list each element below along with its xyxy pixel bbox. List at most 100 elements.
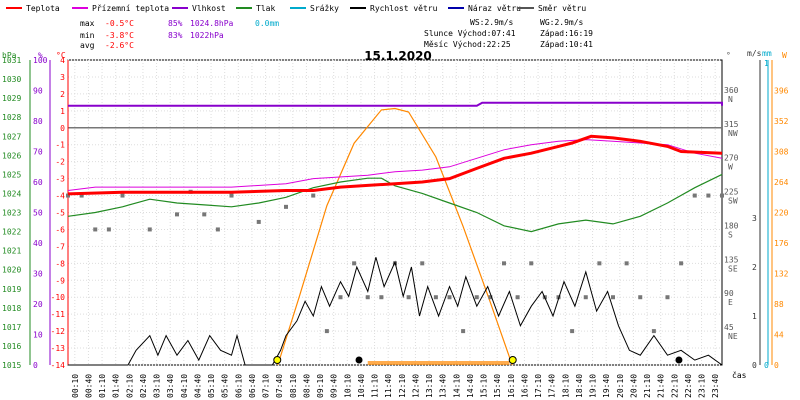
tick-sun: 44 [774, 331, 784, 340]
tick-hpa: 1026 [2, 151, 21, 160]
wind-direction-point [651, 329, 656, 334]
x-tick-label: 22:40 [684, 374, 693, 398]
series-pressure [67, 173, 723, 233]
tick-temp: -9 [55, 276, 65, 285]
stats-rain: 0.0mm [255, 19, 279, 28]
x-tick-label: 16:40 [520, 374, 529, 398]
x-tick-label: 01:10 [98, 374, 107, 398]
tick-temp: -2 [55, 158, 65, 167]
wind-direction-point [365, 295, 370, 300]
tick-dir-deg: 45 [724, 323, 734, 332]
wind-direction-point [311, 193, 316, 198]
x-tick-label: 06:10 [234, 374, 243, 398]
x-tick-label: 09:40 [330, 374, 339, 398]
wind-direction-point [692, 193, 697, 198]
tick-sun: 132 [774, 270, 789, 279]
tick-hpa: 1015 [2, 361, 21, 370]
wind-direction-point [474, 295, 479, 300]
tick-pct: 30 [33, 270, 43, 279]
legend-label: Teplota [26, 4, 60, 13]
tick-hpa: 1029 [2, 94, 21, 103]
stats-label: min [80, 31, 95, 40]
wind-direction-point [515, 295, 520, 300]
wind-direction-point [611, 295, 615, 300]
x-tick-label: 23:40 [711, 374, 720, 398]
tick-temp: -7 [55, 242, 65, 251]
series-ground-temperature [67, 139, 723, 191]
tick-sun: 88 [774, 300, 784, 309]
stats-press: 1022hPa [190, 31, 224, 40]
tick-mm: 1 [764, 59, 769, 68]
wind-direction-point [66, 193, 70, 198]
wind-direction-point [106, 227, 111, 232]
tick-pct: 40 [33, 239, 43, 248]
wind-direction-point [256, 219, 261, 224]
x-tick-label: 21:10 [643, 374, 652, 398]
info-moon-set: Západ:10:41 [540, 40, 593, 49]
x-tick-label: 13:10 [425, 374, 434, 398]
tick-pct: 100 [33, 56, 48, 65]
tick-temp: 1 [60, 107, 65, 116]
x-tick-label: 05:40 [221, 374, 230, 398]
legend-label: Náraz větru [468, 4, 521, 13]
wind-direction-point [502, 261, 506, 266]
x-tick-label: 15:10 [480, 374, 489, 398]
tick-hpa: 1024 [2, 189, 21, 198]
wind-direction-point [597, 261, 602, 266]
tick-dir-card: NW [728, 129, 738, 138]
x-tick-label: 11:40 [384, 374, 393, 398]
axis-label-hpa: hPa [2, 51, 17, 60]
tick-hpa: 1027 [2, 132, 21, 141]
tick-dir-card: N [728, 95, 733, 104]
wind-direction-point [720, 193, 724, 198]
wind-direction-point [215, 227, 220, 232]
x-tick-label: 22:10 [670, 374, 679, 398]
info-wg: WG:2.9m/s [540, 18, 584, 27]
x-tick-label: 11:10 [371, 374, 380, 398]
wind-direction-point [638, 295, 643, 300]
wind-direction-point [175, 212, 179, 217]
tick-sun: 264 [774, 178, 789, 187]
wind-direction-point [665, 295, 670, 300]
tick-dir-deg: 360 [724, 86, 739, 95]
series-solar-base [367, 361, 510, 365]
tick-pct: 20 [33, 300, 43, 309]
tick-ms: 0 [752, 361, 757, 370]
stats-press: 1024.8hPa [190, 19, 234, 28]
legend-label: Srážky [310, 4, 339, 13]
wind-direction-point [461, 329, 466, 334]
x-tick-label: 20:10 [616, 374, 625, 398]
tick-hpa: 1030 [2, 75, 21, 84]
wind-direction-point [433, 295, 438, 300]
marker-sun-rise [273, 356, 282, 364]
tick-sun: 352 [774, 117, 789, 126]
tick-hpa: 1019 [2, 285, 21, 294]
wind-direction-point [570, 329, 575, 334]
stats-temp: -0.5°C [105, 19, 134, 28]
tick-temp: -1 [55, 141, 65, 150]
legend-label: Vlhkost [192, 4, 226, 13]
x-tick-label: 17:10 [534, 374, 543, 398]
series-solar-radiation [277, 107, 513, 366]
tick-sun: 308 [774, 148, 789, 157]
tick-temp: 2 [60, 90, 65, 99]
tick-dir-deg: 270 [724, 154, 739, 163]
wind-direction-point [420, 261, 425, 266]
wind-direction-point [147, 227, 152, 232]
x-tick-label: 04:10 [180, 374, 189, 398]
tick-hpa: 1016 [2, 342, 21, 351]
wind-direction-point [324, 329, 329, 334]
stats-label: max [80, 19, 95, 28]
wind-direction-point [706, 193, 711, 198]
info-sun-set: Západ:16:19 [540, 29, 593, 38]
stats-label: avg [80, 41, 95, 50]
tick-hpa: 1025 [2, 170, 21, 179]
tick-dir-deg: 180 [724, 221, 739, 230]
x-tick-label: 17:40 [548, 374, 557, 398]
tick-dir-card: E [728, 298, 733, 307]
legend-label: Tlak [256, 4, 275, 13]
tick-pct: 80 [33, 117, 43, 126]
marker-moon-rise [675, 356, 683, 364]
tick-hpa: 1020 [2, 266, 21, 275]
